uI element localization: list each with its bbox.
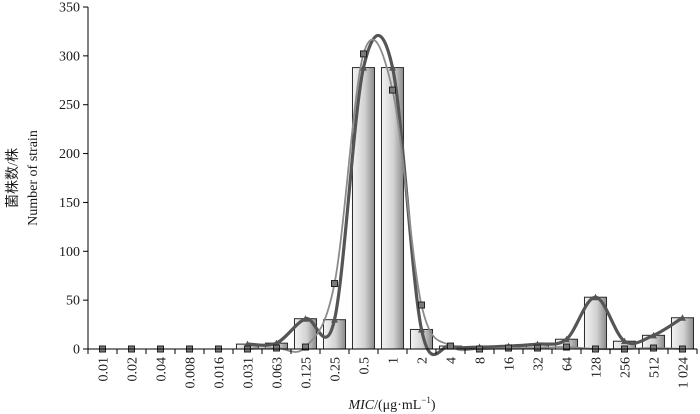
x-tick-label: 0.125 [300,357,315,389]
x-tick-label: 32 [532,357,547,371]
marker-0.25 [331,280,338,288]
x-axis-title: MIC/(μg·mL−1) [347,395,435,413]
x-tick-label: 1 024 [677,357,692,389]
x-tick-label: 0.01 [97,357,112,382]
x-tick-label: 128 [590,357,605,378]
fit-curve-markers [247,38,683,353]
bar-0.5 [351,67,376,350]
y-tick-label: 150 [59,196,80,211]
marker-64 [563,343,570,351]
x-tick-label: 0.031 [242,357,257,389]
marker-32 [534,344,541,352]
x-tick-label: 256 [619,357,634,378]
y-tick-label: 200 [59,147,80,162]
y-axis-title-en: Number of strain [26,130,41,226]
x-tick-label: 0.5 [358,357,373,375]
triangle-marker [244,340,251,348]
triangle-marker [331,316,338,323]
marker-0.125 [302,343,309,351]
triangle-marker [621,337,628,345]
triangle-marker [650,331,657,339]
fit-curves [247,33,684,357]
triangle-marker [592,293,599,301]
labels: 0 50 100 150 200 250 300 350 0.01 0.02 0.04 0.008 0.… [5,1,692,414]
x-tick-label: 2 [416,357,431,364]
triangle-marker [360,64,367,71]
y-tick-label: 0 [73,343,80,358]
fit-curve-bars [247,33,684,357]
marker-512 [650,344,657,352]
marker-1 [389,86,396,94]
triangle-marker [418,325,425,333]
triangle-marker [563,335,570,343]
triangle-marker [273,339,280,347]
x-tick-label: 0.02 [126,357,141,382]
bars-layer [235,67,695,350]
triangle-marker [389,64,396,71]
axes [83,6,698,354]
x-tick-label: 16 [503,357,518,371]
x-tick-label: 512 [648,357,663,378]
y-tick-label: 300 [59,49,80,64]
marker-2 [418,301,425,309]
y-tick-label: 250 [59,98,80,113]
x-tick-label: 0.016 [213,357,228,389]
x-tick-label: 0.063 [271,357,286,389]
triangle-marker [302,315,309,322]
y-tick-label: 100 [59,245,80,260]
x-tick-label: 4 [445,357,460,364]
x-tick-label: 8 [474,357,489,364]
y-axis-title-cn: 菌株数/株 [5,148,21,208]
bar-1 [380,67,405,350]
y-tick-label: 350 [59,1,80,16]
marker-0.063 [273,344,280,352]
x-tick-label: 0.008 [184,357,199,389]
y-tick-label: 50 [66,294,80,309]
x-tick-label: 1 [387,357,402,364]
x-tick-label: 0.25 [329,357,344,382]
triangle-marker [679,314,686,321]
marker-16 [505,344,512,352]
marker-0.5 [360,50,367,58]
x-tick-label: 0.04 [155,357,170,382]
marker-4 [447,342,454,350]
x-tick-label: 64 [561,357,576,371]
markers-layer [99,50,686,353]
